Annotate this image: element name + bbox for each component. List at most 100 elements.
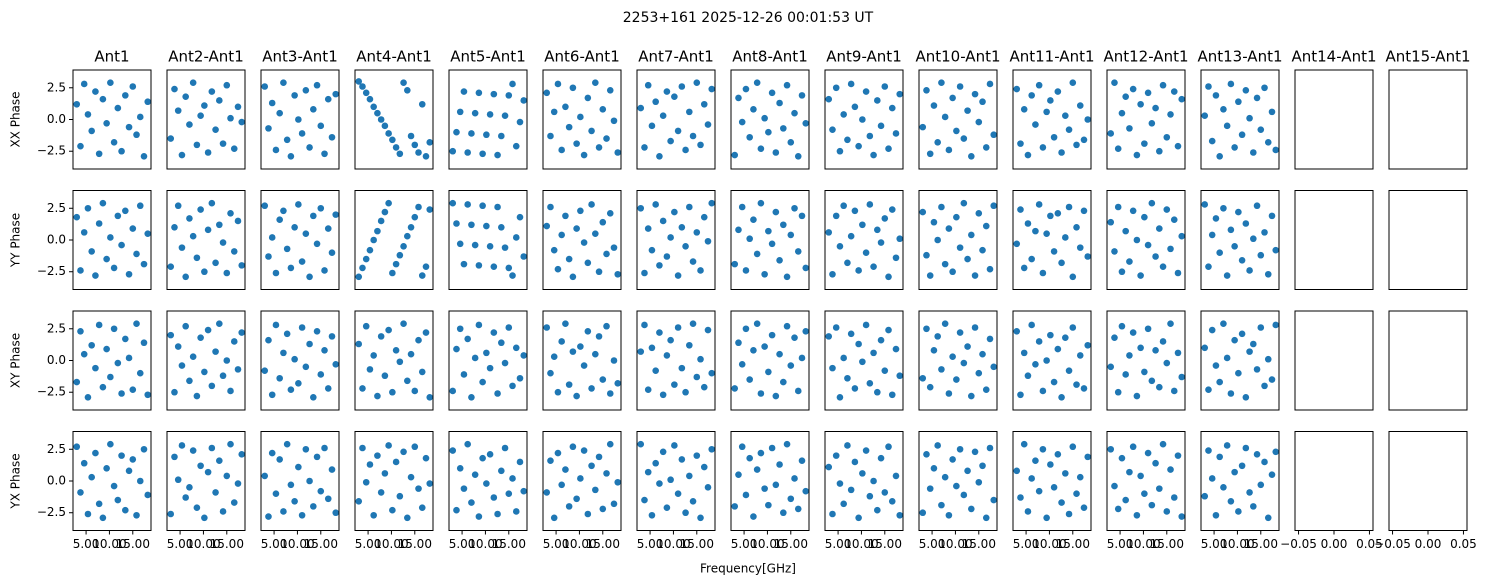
- point: [761, 485, 768, 492]
- point: [1257, 324, 1265, 331]
- point: [923, 451, 930, 458]
- point: [512, 344, 520, 352]
- point: [1156, 383, 1163, 391]
- point: [592, 350, 599, 358]
- point: [483, 131, 490, 139]
- point: [941, 473, 949, 481]
- point: [949, 268, 956, 276]
- point: [471, 354, 479, 362]
- point: [765, 368, 772, 376]
- point: [302, 363, 310, 371]
- point: [1227, 390, 1235, 397]
- point: [219, 239, 227, 246]
- point: [73, 378, 81, 386]
- panel-frame: [824, 310, 904, 411]
- point: [1208, 326, 1216, 334]
- panel: [1106, 310, 1186, 411]
- point: [659, 391, 667, 399]
- panel: [1012, 310, 1092, 411]
- point: [700, 100, 708, 108]
- point: [768, 240, 776, 248]
- point: [479, 150, 486, 158]
- point: [982, 514, 990, 522]
- panel-frame: [1106, 69, 1186, 170]
- point: [971, 448, 979, 456]
- point: [186, 121, 193, 128]
- point: [332, 211, 340, 218]
- point: [317, 204, 325, 212]
- panel: [448, 190, 528, 290]
- point: [189, 79, 197, 86]
- panel: [918, 69, 998, 170]
- point: [1047, 212, 1054, 220]
- point: [1223, 354, 1231, 362]
- x-tick-label: 15.00: [210, 537, 244, 551]
- point: [298, 130, 306, 137]
- point: [313, 81, 321, 89]
- point: [840, 202, 847, 210]
- point: [753, 320, 761, 327]
- point: [1035, 81, 1043, 89]
- point: [1257, 251, 1265, 259]
- point: [1073, 490, 1080, 497]
- point: [324, 385, 332, 392]
- point: [919, 208, 927, 216]
- point: [313, 240, 321, 248]
- point: [791, 334, 798, 341]
- point: [652, 98, 659, 106]
- point: [400, 243, 407, 250]
- point: [975, 210, 983, 217]
- point: [697, 514, 704, 522]
- point: [791, 204, 798, 212]
- point: [1118, 322, 1126, 330]
- point: [874, 388, 881, 396]
- point: [923, 87, 930, 94]
- point: [212, 489, 219, 496]
- point: [1235, 208, 1242, 216]
- point: [1122, 371, 1129, 378]
- point: [456, 465, 464, 472]
- point: [1058, 499, 1065, 506]
- point: [700, 213, 708, 221]
- point: [1133, 511, 1141, 519]
- point: [836, 243, 844, 250]
- point: [877, 336, 885, 344]
- point: [276, 374, 283, 382]
- point: [678, 83, 686, 90]
- point: [982, 222, 990, 230]
- point: [366, 366, 374, 373]
- point: [783, 322, 791, 330]
- point: [464, 440, 471, 448]
- point: [938, 79, 945, 86]
- point: [219, 372, 227, 380]
- point: [765, 501, 772, 509]
- point: [283, 245, 291, 253]
- point: [95, 500, 103, 508]
- point: [1205, 386, 1212, 393]
- point: [923, 325, 930, 333]
- point: [73, 213, 81, 221]
- panel-frame: [918, 310, 998, 411]
- x-tick-label: 10.00: [656, 537, 690, 551]
- point: [287, 153, 295, 160]
- point: [885, 273, 892, 281]
- point: [1122, 227, 1129, 235]
- point: [776, 99, 783, 107]
- panel-frame: [354, 431, 434, 531]
- point: [1205, 447, 1212, 454]
- point: [230, 248, 238, 255]
- point: [859, 221, 866, 229]
- point: [1178, 232, 1186, 240]
- y-axis-label: XY Phase: [9, 333, 23, 388]
- point: [941, 260, 949, 268]
- point: [1212, 511, 1220, 519]
- point: [114, 212, 122, 220]
- point: [133, 511, 140, 519]
- point: [520, 253, 528, 260]
- point: [295, 463, 302, 471]
- point: [1111, 248, 1118, 255]
- point: [825, 229, 833, 236]
- point: [671, 93, 678, 100]
- point: [776, 257, 783, 264]
